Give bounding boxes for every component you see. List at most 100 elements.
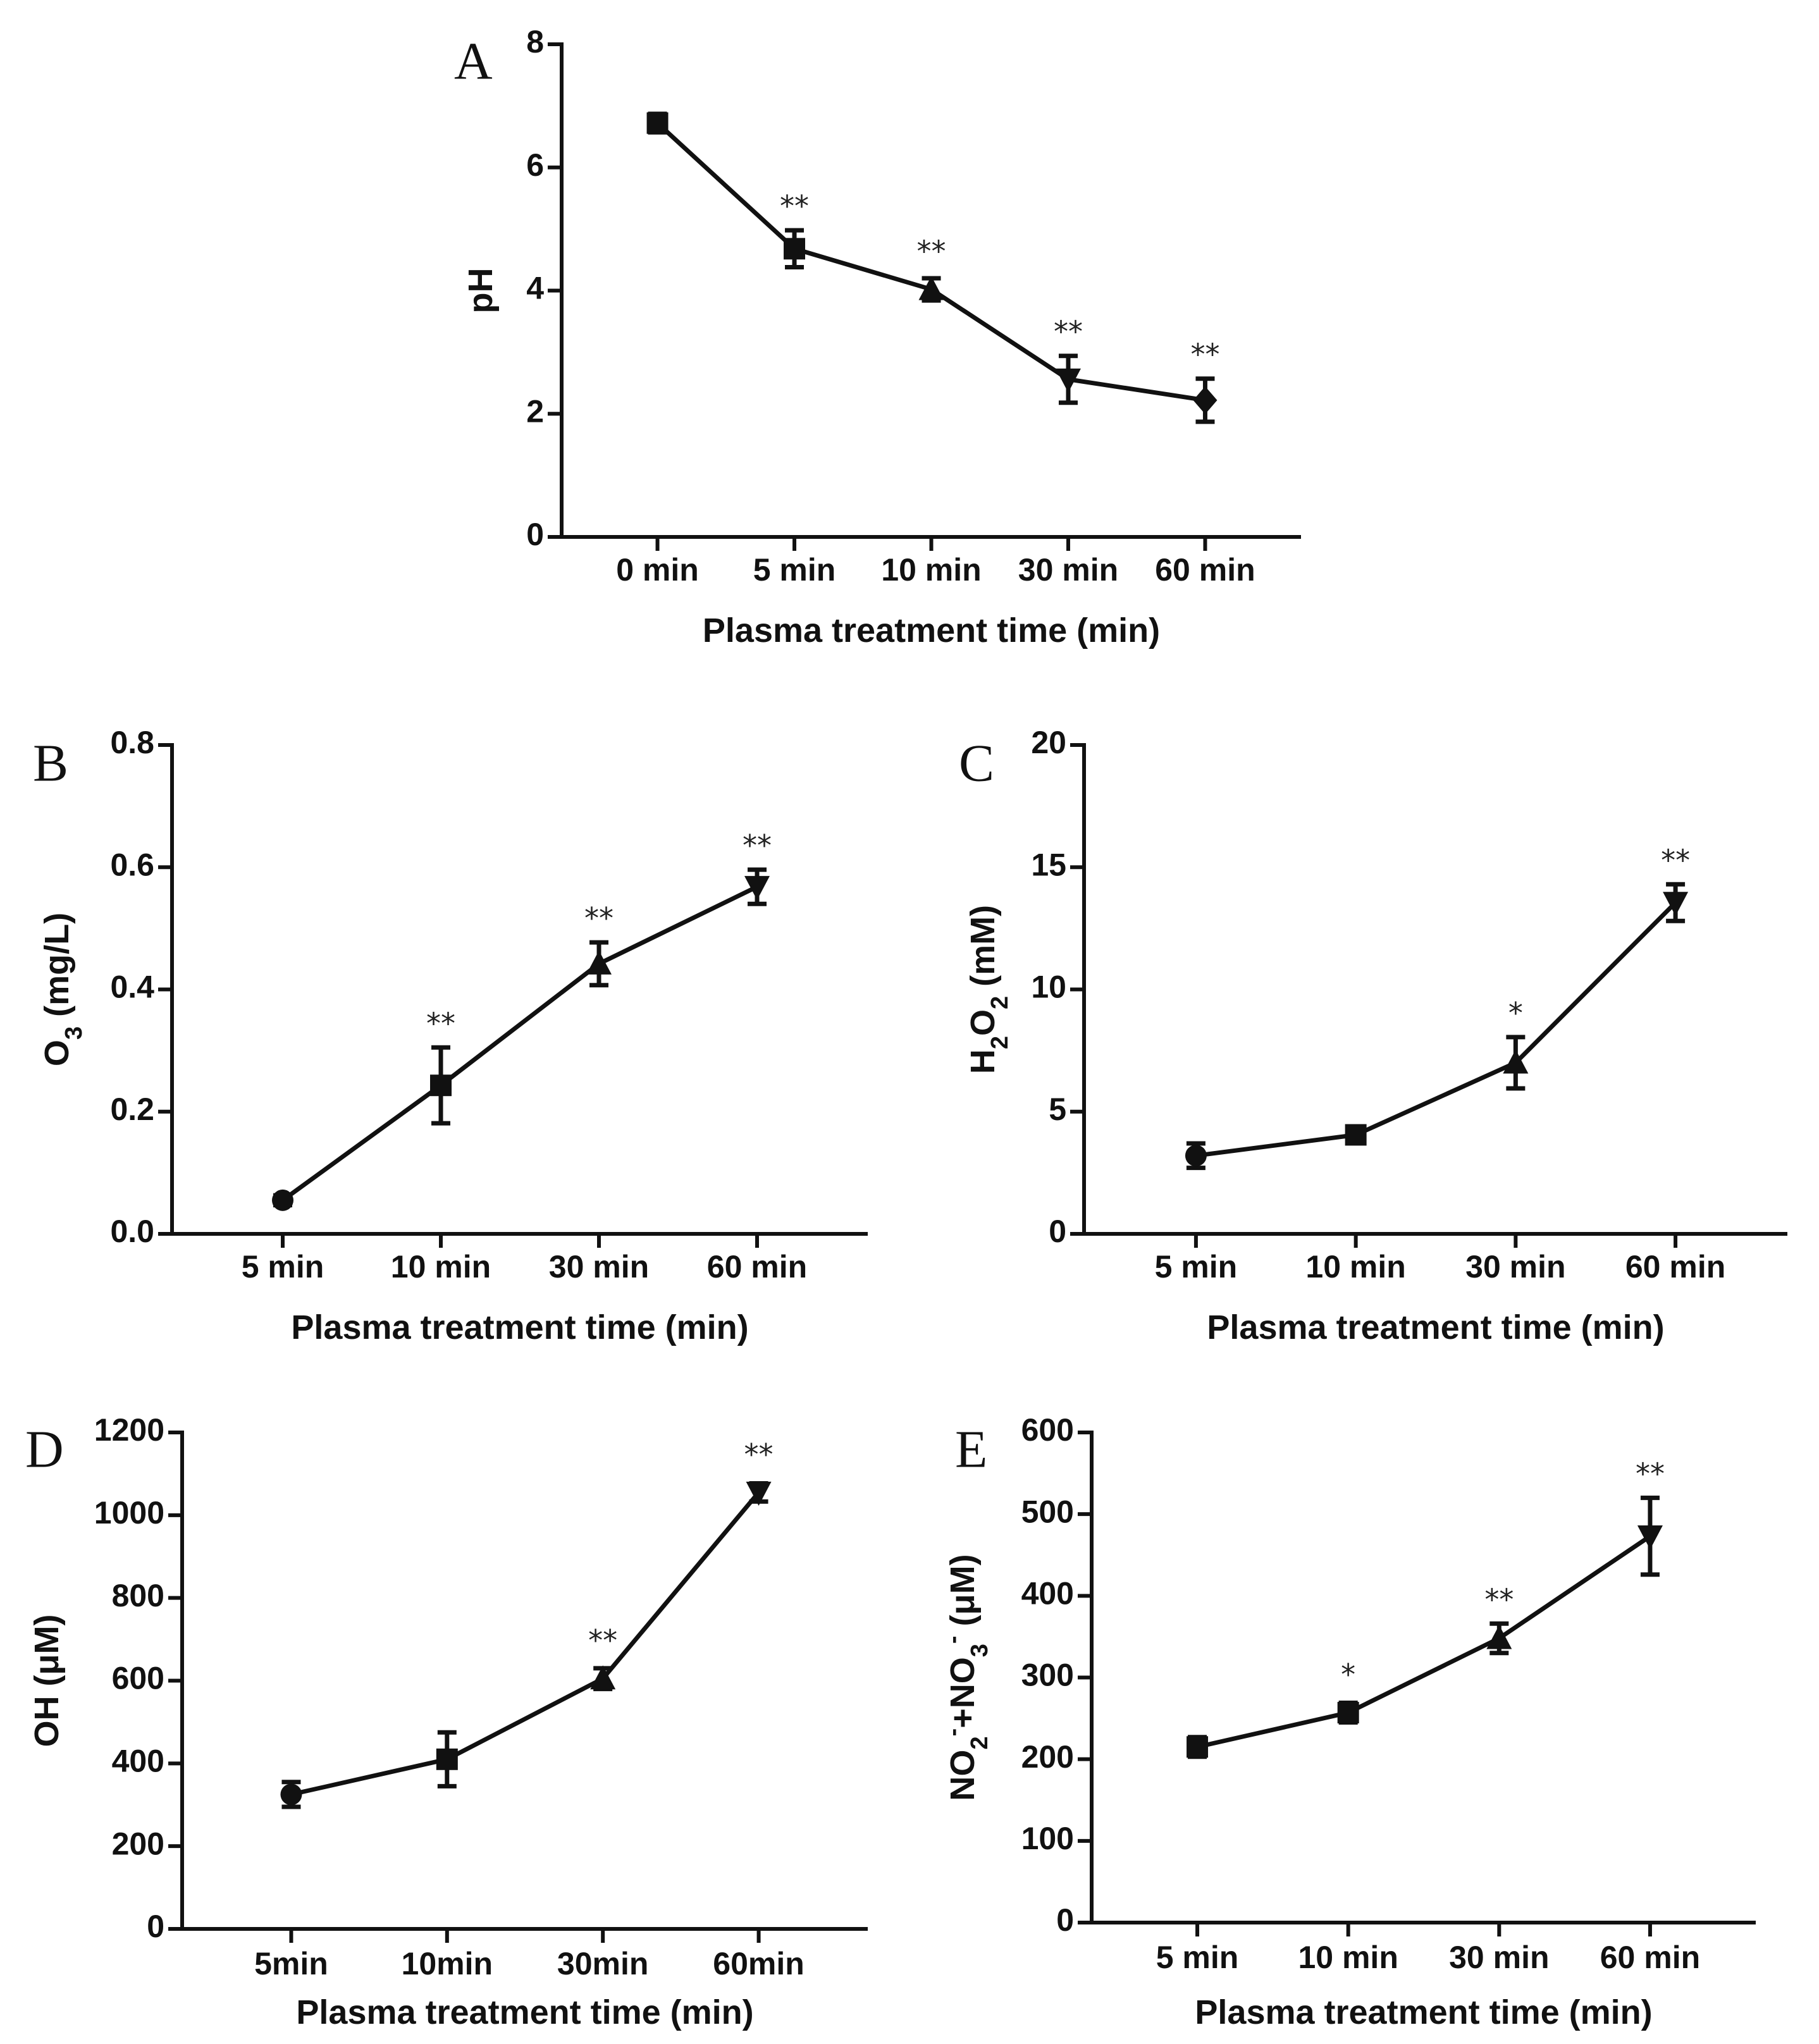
data-point [784,238,806,260]
significance-label: ** [426,1006,455,1040]
x-tick-label: 30 min [549,1249,649,1284]
panel-letter: B [33,734,68,792]
x-axis-title: Plasma treatment time (min) [296,1993,753,2031]
y-axis-title: pH [462,268,500,314]
significance-label: ** [1484,1582,1514,1616]
data-point [646,112,669,134]
data-point [918,276,944,300]
y-tick-label: 0.6 [110,847,154,882]
chart-panel-b: B 0.0 0.2 0.4 0.6 0.8 5 min 10 min 30 min 60 min P… [33,725,868,1346]
x-tick-label: 30min [557,1946,649,1981]
y-tick-label: 4 [526,271,544,306]
y-tick-label: 1200 [94,1412,164,1448]
y-tick-label: 10 [1031,970,1066,1005]
data-point [436,1748,458,1770]
data-point [1486,1625,1512,1649]
y-tick-label: 0 [1056,1902,1074,1938]
y-tick-label: 0 [526,517,544,552]
x-tick-label: 60 min [707,1249,807,1284]
x-tick-label: 60min [713,1946,805,1981]
y-axis-title: H2O2 (mM) [964,905,1013,1074]
data-point [744,876,770,901]
data-point [590,1665,616,1690]
y-tick-label: 0.4 [110,970,154,1005]
y-tick-label: 800 [112,1578,164,1613]
chart-panel-a: A 0 2 4 6 8 0 min 5 min 10 min 30 min 60 min Plasma… [454,24,1301,650]
y-tick-label: 5 [1049,1092,1066,1127]
significance-label: ** [1636,1456,1665,1491]
x-tick-label: 5 min [1155,1249,1238,1284]
data-point [586,950,612,975]
y-tick-label: 8 [526,24,544,59]
x-tick-label: 5 min [753,552,836,588]
x-tick-label: 30 min [1018,552,1118,588]
significance-label: ** [917,235,946,269]
y-axis-title: O3 (mg/L) [38,913,87,1066]
data-point [1055,368,1081,393]
data-point [1193,386,1218,414]
panel-letter: D [25,1420,64,1479]
data-point [1345,1124,1367,1146]
significance-label: * [1508,996,1523,1030]
y-axis-title: NO2-+NO3- (μM) [940,1554,993,1801]
chart-panel-d: D 0 200 400 600 800 1000 1200 5min 10min 30min 60mi… [25,1412,868,2031]
panel-letter: E [955,1420,987,1479]
significance-label: ** [1054,315,1083,349]
chart-panel-c: C 0 5 10 15 20 5 min 10 min 30 min 60 min Plasma t… [959,725,1787,1346]
x-tick-label: 60 min [1625,1249,1725,1284]
significance-label: ** [1190,338,1219,372]
series-line [1197,1534,1651,1749]
y-tick-label: 0.0 [110,1214,154,1249]
panel-letter: A [454,32,493,90]
y-tick-label: 400 [1021,1576,1074,1611]
series-line [1195,901,1677,1158]
significance-label: ** [584,901,614,935]
x-tick-label: 10 min [1305,1249,1405,1284]
x-axis-title: Plasma treatment time (min) [1207,1308,1664,1346]
significance-label: ** [1661,843,1690,877]
y-tick-label: 2 [526,393,544,429]
data-point [1185,1145,1207,1167]
data-point [272,1189,293,1211]
data-point [1187,1736,1209,1758]
x-tick-label: 5 min [1156,1940,1239,1975]
data-point [1337,1702,1359,1724]
significance-label: ** [743,828,772,863]
panel-letter: C [959,734,994,792]
x-tick-label: 10 min [881,552,981,588]
data-point [430,1074,452,1097]
y-tick-label: 500 [1021,1494,1074,1529]
x-tick-label: 0 min [616,552,699,588]
x-tick-label: 10min [402,1946,493,1981]
y-tick-label: 200 [112,1826,164,1861]
y-tick-label: 20 [1031,725,1066,760]
y-tick-label: 200 [1021,1739,1074,1775]
y-tick-label: 15 [1031,847,1066,882]
x-tick-label: 10 min [391,1249,491,1284]
y-axis-title: OH (μM) [28,1615,66,1747]
data-point [746,1481,772,1506]
data-point [1637,1525,1663,1550]
significance-label: * [1341,1658,1355,1692]
significance-label: ** [780,189,809,223]
y-tick-label: 1000 [94,1495,164,1530]
y-tick-label: 600 [112,1661,164,1696]
x-axis-title: Plasma treatment time (min) [1195,1993,1652,2031]
x-tick-label: 5 min [242,1249,324,1284]
x-tick-label: 30 min [1465,1249,1565,1284]
data-point [1663,892,1689,916]
x-axis-title: Plasma treatment time (min) [703,612,1160,650]
significance-label: ** [744,1438,774,1472]
series-line [281,885,758,1202]
y-tick-label: 6 [526,147,544,183]
y-tick-label: 0.8 [110,725,154,760]
data-point [280,1783,302,1806]
x-tick-label: 10 min [1298,1940,1398,1975]
x-tick-label: 5min [254,1946,328,1981]
x-axis-title: Plasma treatment time (min) [291,1308,748,1346]
y-tick-label: 400 [112,1744,164,1779]
x-tick-label: 30 min [1449,1940,1549,1975]
y-tick-label: 0.2 [110,1092,154,1127]
data-point [1503,1049,1529,1074]
